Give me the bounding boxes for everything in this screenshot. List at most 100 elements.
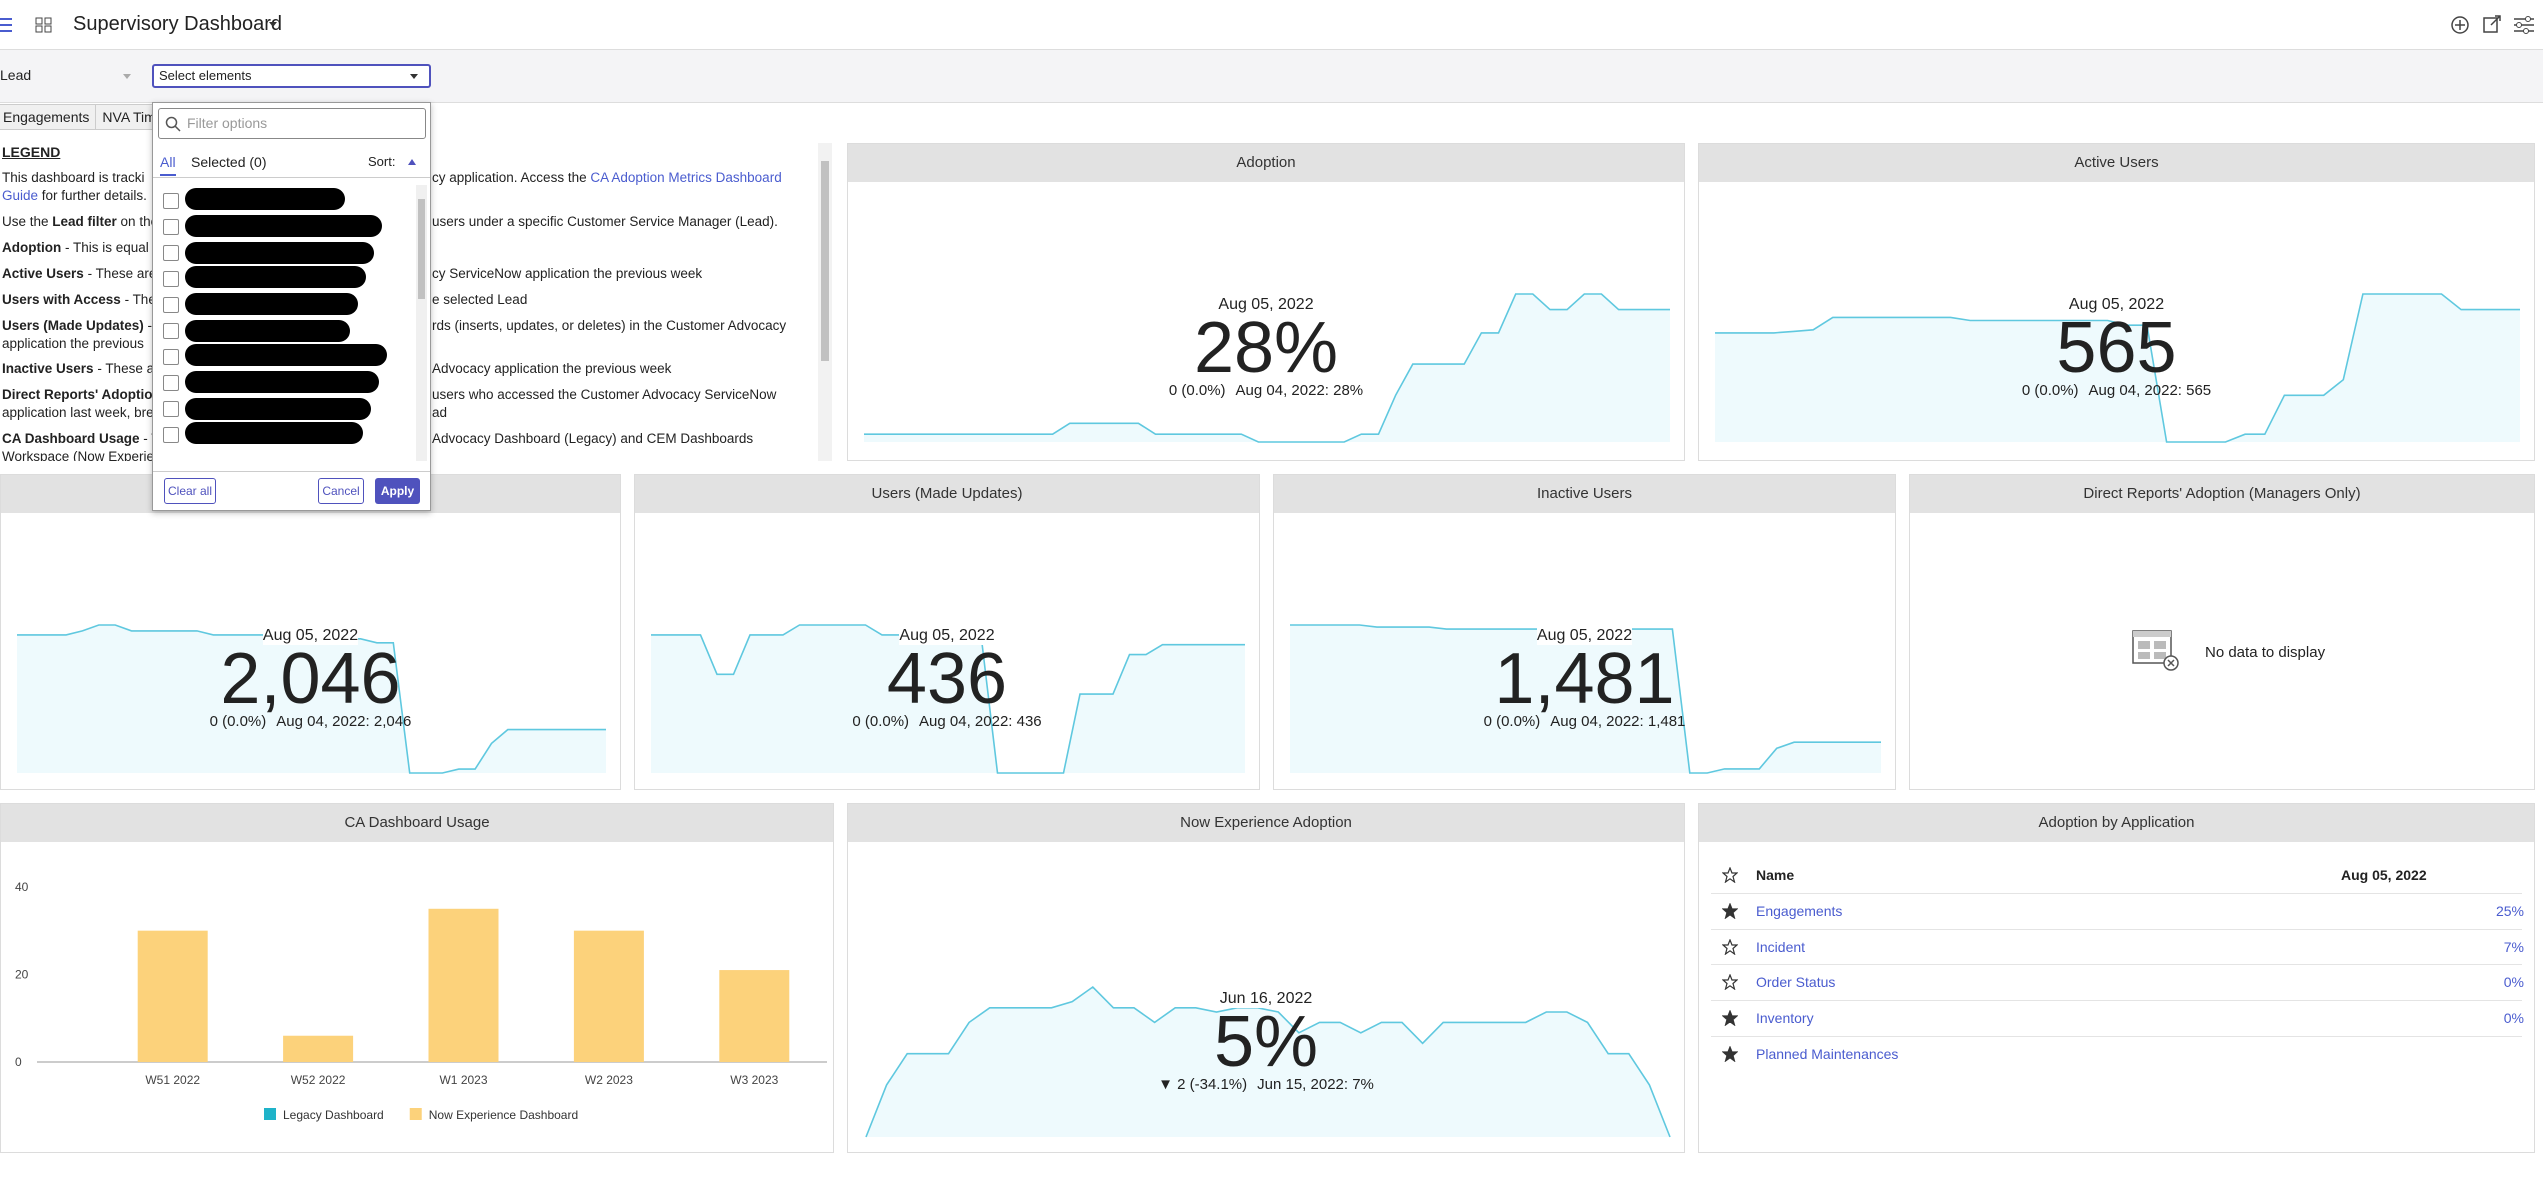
star-icon[interactable] — [1722, 1046, 1738, 1062]
checkbox[interactable] — [163, 297, 179, 313]
metric-block: Aug 05, 2022 2,046 0 (0.0%) Aug 04, 2022: 2… — [1, 627, 620, 730]
option-row[interactable] — [153, 293, 413, 317]
select-elements[interactable]: Select elements — [152, 64, 431, 88]
checkbox[interactable] — [163, 375, 179, 391]
nav-icons[interactable] — [0, 16, 60, 34]
no-data-widget: Direct Reports' Adoption (Managers Only)… — [1909, 474, 2535, 790]
legend-text: Use the — [2, 214, 53, 229]
app-link[interactable]: Inventory — [1756, 1010, 1814, 1026]
select-placeholder: Select elements — [159, 68, 252, 83]
sparkline — [1715, 293, 2520, 443]
dashboard-title[interactable]: Supervisory Dashboard — [73, 13, 282, 35]
option-row[interactable] — [153, 344, 413, 369]
tab[interactable]: NVA Tim — [95, 104, 163, 130]
filter-input[interactable]: Filter options — [158, 108, 426, 139]
legend-text: - This is equal t — [61, 240, 157, 255]
star-icon[interactable] — [1722, 974, 1738, 990]
legend-link[interactable]: CA Adoption Metrics Dashboard — [590, 170, 782, 185]
option-row[interactable] — [153, 398, 413, 421]
row-divider — [1711, 929, 2522, 930]
title-caret[interactable] — [268, 20, 278, 28]
legend-link[interactable]: Guide — [2, 188, 39, 203]
app-link[interactable]: Engagements — [1756, 903, 1843, 919]
clear-all-button[interactable]: Clear all — [164, 478, 216, 504]
metric-date: Aug 05, 2022 — [262, 627, 359, 645]
table-header-name: Name — [1756, 867, 1795, 883]
metric-change: ▼ 2 (-34.1%) — [1158, 1076, 1248, 1094]
legend-text: - These are — [83, 266, 157, 281]
option-row[interactable] — [153, 371, 413, 395]
redaction — [185, 293, 358, 315]
app-link[interactable]: Planned Maintenances — [1756, 1046, 1899, 1062]
metric-value: 5% — [1213, 1002, 1319, 1082]
metric-date: Aug 05, 2022 — [1536, 627, 1633, 645]
no-data-message: No data to display — [2205, 644, 2326, 661]
app-value[interactable]: 0% — [2503, 1010, 2524, 1026]
metric-compare: Aug 04, 2022: 436 — [919, 713, 1042, 731]
y-tick-label: 0 — [15, 1055, 22, 1069]
redaction — [185, 215, 382, 237]
scrollbar[interactable] — [416, 185, 427, 461]
metric-compare-line: 0 (0.0%) Aug 04, 2022: 28% — [848, 382, 1684, 399]
option-row[interactable] — [153, 320, 413, 343]
app-value[interactable]: 25% — [2495, 903, 2524, 919]
option-row[interactable] — [153, 266, 413, 291]
star-icon[interactable] — [1722, 1010, 1738, 1026]
checkbox[interactable] — [163, 193, 179, 209]
metric-compare: Jun 15, 2022: 7% — [1257, 1076, 1374, 1094]
apply-button[interactable]: Apply — [375, 478, 420, 504]
checkbox[interactable] — [163, 323, 179, 339]
table-widget: Adoption by Application Name Aug 05, 2022 E… — [1698, 803, 2535, 1153]
option-row[interactable] — [153, 242, 413, 265]
star-icon[interactable] — [1722, 867, 1738, 883]
legend-text: on the — [116, 214, 159, 229]
checkbox[interactable] — [163, 271, 179, 287]
app-link[interactable]: Incident — [1756, 939, 1806, 955]
checkbox[interactable] — [163, 427, 179, 443]
app-value[interactable]: 7% — [2503, 939, 2524, 955]
star-icon[interactable] — [1722, 903, 1738, 919]
cancel-button[interactable]: Cancel — [318, 478, 364, 504]
tab-all[interactable]: All — [160, 154, 176, 176]
checkbox[interactable] — [163, 401, 179, 417]
legend-text: Direct Reports' Adoptio — [2, 387, 153, 402]
legend-line: Workspace (Now Experien — [2, 449, 162, 461]
checkbox[interactable] — [163, 219, 179, 235]
tab-selected[interactable]: Selected (0) — [191, 154, 267, 170]
checkbox[interactable] — [163, 349, 179, 365]
metric-change: 0 (0.0%) — [852, 713, 910, 731]
star-icon[interactable] — [1722, 939, 1738, 955]
widget-header: Inactive Users — [1274, 475, 1895, 513]
filter-placeholder: Filter options — [187, 115, 268, 131]
legend-text: Lead filter — [52, 214, 117, 229]
tab-strip: Engagements NVA Tim — [0, 104, 163, 130]
sort-icon[interactable] — [407, 157, 417, 167]
app-link[interactable]: Order Status — [1756, 974, 1836, 990]
redaction — [185, 188, 345, 210]
option-row[interactable] — [153, 188, 413, 213]
metric-widget: Users (Made Updates) Aug 05, 2022 436 0 (0.… — [634, 474, 1260, 790]
scroll-thumb[interactable] — [821, 161, 829, 361]
tab[interactable]: Engagements — [0, 104, 97, 130]
bar — [428, 908, 499, 1062]
metric-value: 1,481 — [1494, 639, 1675, 719]
metric-value: 28% — [1193, 308, 1339, 388]
redaction — [185, 266, 366, 288]
metric-value: 436 — [886, 639, 1008, 719]
widget-header: Active Users — [1699, 144, 2534, 182]
sort-label[interactable]: Sort: — [368, 154, 396, 169]
x-tick-label: W52 2022 — [291, 1073, 346, 1087]
filter-caret[interactable] — [122, 72, 132, 80]
option-row[interactable] — [153, 422, 413, 447]
metric-compare: Aug 04, 2022: 1,481 — [1550, 713, 1686, 731]
toolbar-icons[interactable] — [2450, 13, 2538, 37]
no-data-icon — [2132, 630, 2179, 671]
legend-text: - The — [120, 292, 156, 307]
row-divider — [1711, 893, 2522, 894]
option-row[interactable] — [153, 215, 413, 239]
checkbox[interactable] — [163, 245, 179, 261]
metric-value: 2,046 — [220, 639, 401, 719]
sparkline-area — [1715, 294, 2520, 442]
legend-text: application the previous — [2, 336, 144, 351]
app-value[interactable]: 0% — [2503, 974, 2524, 990]
